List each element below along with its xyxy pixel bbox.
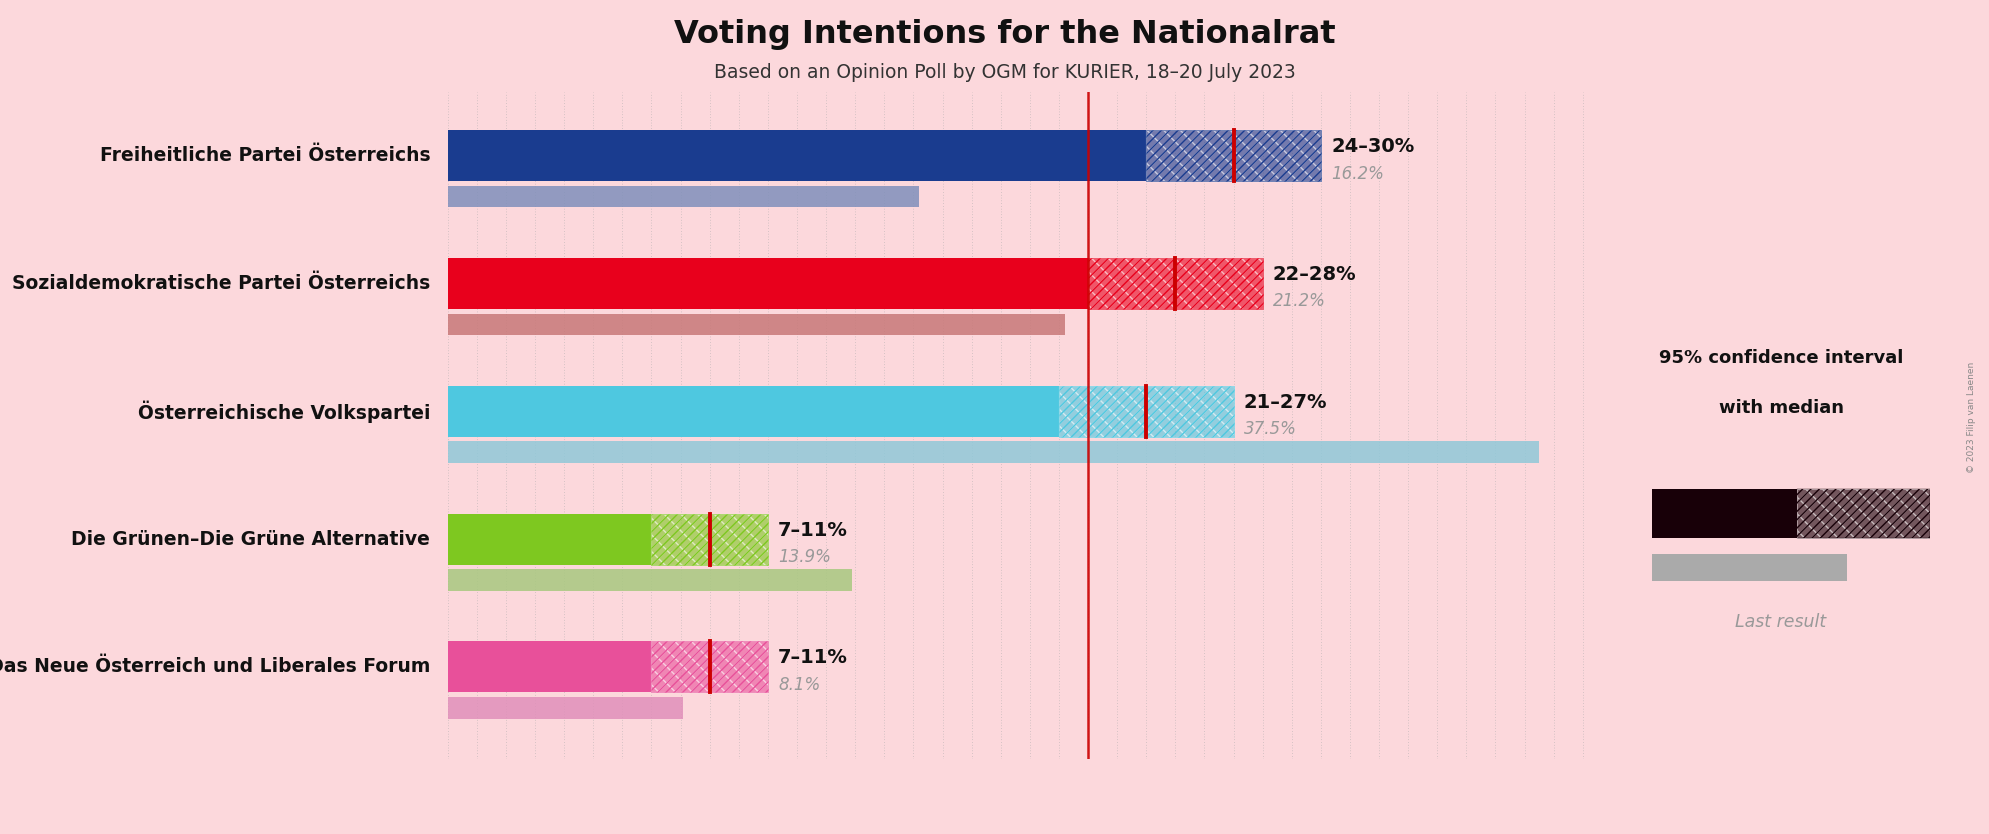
Text: Last result: Last result [1734, 613, 1826, 631]
Text: 22–28%: 22–28% [1273, 265, 1356, 284]
Bar [448, 514, 650, 565]
Text: 7–11%: 7–11% [778, 520, 847, 540]
Text: Österreichische Volkspartei: Österreichische Volkspartei [137, 400, 430, 423]
Bar [650, 514, 768, 565]
Bar [448, 385, 1058, 437]
Bar [448, 186, 919, 208]
Text: Die Grünen–Die Grüne Alternative: Die Grünen–Die Grüne Alternative [72, 530, 430, 549]
Bar [448, 258, 1088, 309]
Bar [448, 130, 1146, 181]
Bar [448, 441, 1537, 463]
Bar [650, 514, 768, 565]
Bar [448, 641, 650, 692]
Bar [448, 697, 682, 719]
Text: 95% confidence interval: 95% confidence interval [1659, 349, 1901, 367]
Text: with median: with median [1718, 399, 1842, 417]
Text: 7–11%: 7–11% [778, 649, 847, 667]
Bar [1796, 489, 1929, 538]
Bar [1796, 489, 1929, 538]
Text: Voting Intentions for the Nationalrat: Voting Intentions for the Nationalrat [674, 19, 1335, 50]
Bar [1651, 554, 1846, 581]
Text: NEOS–Das Neue Österreich und Liberales Forum: NEOS–Das Neue Österreich und Liberales F… [0, 657, 430, 676]
Text: 21.2%: 21.2% [1273, 293, 1325, 310]
Bar [1146, 130, 1321, 181]
Bar [1058, 385, 1233, 437]
Text: 37.5%: 37.5% [1243, 420, 1297, 438]
Text: 8.1%: 8.1% [778, 676, 819, 694]
Bar [448, 569, 851, 590]
Bar [650, 641, 768, 692]
Text: 21–27%: 21–27% [1243, 393, 1327, 412]
Text: 16.2%: 16.2% [1331, 164, 1382, 183]
Text: 13.9%: 13.9% [778, 548, 831, 566]
Text: Based on an Opinion Poll by OGM for KURIER, 18–20 July 2023: Based on an Opinion Poll by OGM for KURI… [714, 63, 1295, 82]
Text: Freiheitliche Partei Österreichs: Freiheitliche Partei Österreichs [99, 146, 430, 165]
Bar [448, 314, 1064, 335]
Bar [1146, 130, 1321, 181]
Bar [1088, 258, 1261, 309]
Bar [1058, 385, 1233, 437]
Bar [650, 641, 768, 692]
Bar [1088, 258, 1261, 309]
Text: Sozialdemokratische Partei Österreichs: Sozialdemokratische Partei Österreichs [12, 274, 430, 293]
Text: © 2023 Filip van Laenen: © 2023 Filip van Laenen [1965, 361, 1975, 473]
Bar [1651, 489, 1796, 538]
Text: 24–30%: 24–30% [1331, 138, 1414, 156]
